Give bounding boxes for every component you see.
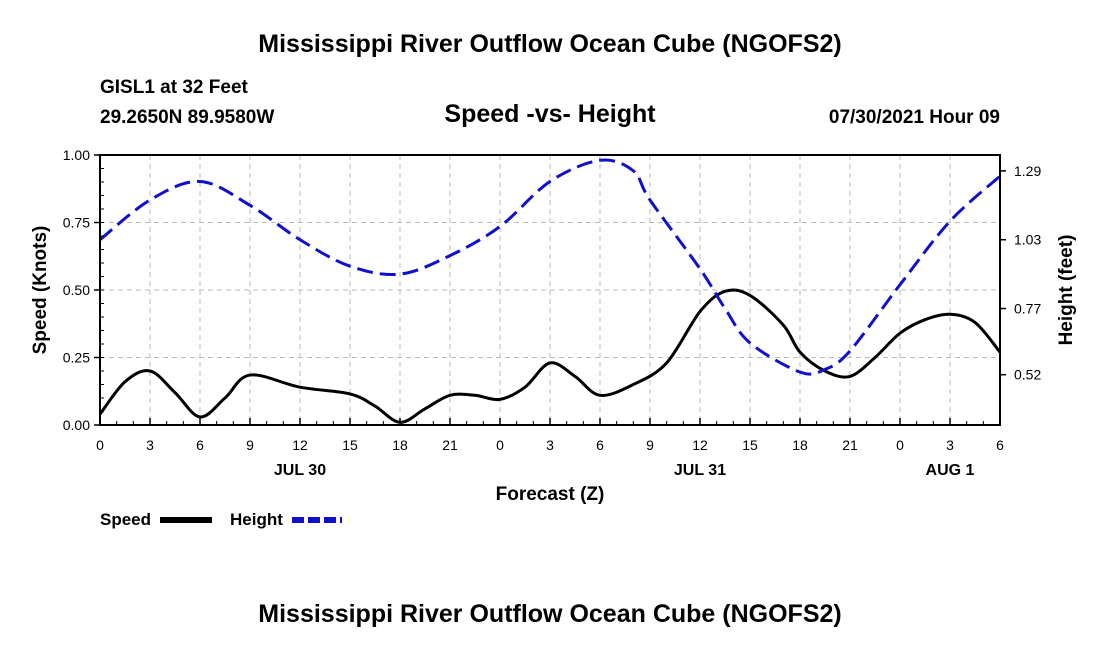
- forecast-datetime: 07/30/2021 Hour 09: [828, 107, 1000, 128]
- legend-speed-label: Speed: [100, 510, 151, 529]
- x-tick-label: 6: [196, 437, 204, 453]
- x-tick-label: 18: [792, 437, 808, 453]
- x-tick-label: 6: [996, 437, 1004, 453]
- x-tick-label: 18: [392, 437, 408, 453]
- series-line-height: [99, 158, 1002, 376]
- y-tick-label: 0.25: [63, 350, 90, 366]
- series-lines: [98, 158, 1002, 424]
- y-tick-label: 1.00: [63, 147, 90, 163]
- x-tick-label: 6: [596, 437, 604, 453]
- date-label: JUL 31: [674, 462, 726, 479]
- x-tick-label: 3: [946, 437, 954, 453]
- y2-tick-label: 0.77: [1014, 301, 1041, 317]
- legend-height-label: Height: [230, 510, 283, 529]
- x-tick-label: 9: [646, 437, 654, 453]
- x-tick-label: 12: [292, 437, 308, 453]
- x-tick-label: 3: [146, 437, 154, 453]
- x-tick-label: 0: [96, 437, 104, 453]
- y-axis-label: Speed (Knots): [30, 226, 51, 355]
- date-label: JUL 30: [274, 462, 326, 479]
- chart-title: Mississippi River Outflow Ocean Cube (NG…: [258, 30, 842, 58]
- y2-tick-label: 1.03: [1014, 232, 1041, 248]
- x-tick-label: 0: [896, 437, 904, 453]
- y2-tick-label: 1.29: [1014, 163, 1041, 179]
- chart-subtitle: Speed -vs- Height: [444, 100, 656, 128]
- footer-title: Mississippi River Outflow Ocean Cube (NG…: [258, 600, 842, 628]
- station-coordinates: 29.2650N 89.9580W: [100, 107, 275, 128]
- y-tick-label: 0.00: [63, 417, 90, 433]
- axes: 0 3 6 9 12 15 18 21 0 3 6 9 12 15 18 21 0 3 6 0.00 0.25 0.50 0…: [63, 147, 1042, 479]
- y-tick-label: 0.75: [63, 215, 90, 231]
- x-tick-label: 9: [246, 437, 254, 453]
- x-tick-label: 15: [342, 437, 358, 453]
- x-axis-label: Forecast (Z): [496, 484, 605, 505]
- y2-tick-label: 0.52: [1014, 367, 1041, 383]
- date-label: AUG 1: [926, 462, 975, 479]
- x-tick-label: 21: [842, 437, 858, 453]
- y2-axis-label: Height (feet): [1056, 235, 1077, 346]
- legend: Speed Height: [100, 510, 342, 529]
- x-tick-label: 15: [742, 437, 758, 453]
- y-tick-label: 0.50: [63, 282, 90, 298]
- x-tick-label: 21: [442, 437, 458, 453]
- x-tick-label: 12: [692, 437, 708, 453]
- x-tick-label: 3: [546, 437, 554, 453]
- station-label: GISL1 at 32 Feet: [100, 77, 248, 98]
- x-tick-label: 0: [496, 437, 504, 453]
- series-line-speed: [98, 288, 1002, 424]
